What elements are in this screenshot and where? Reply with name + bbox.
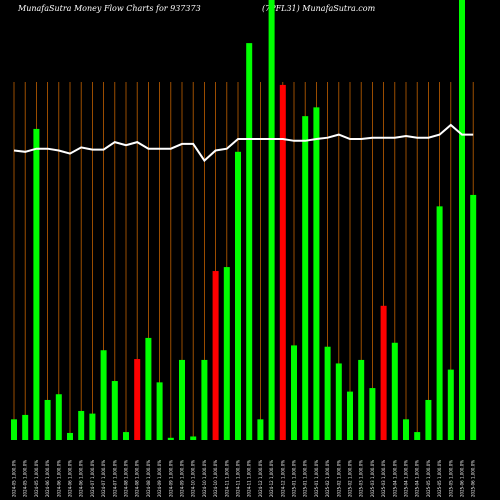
bar (403, 419, 409, 440)
bar (391, 342, 398, 440)
bar (190, 436, 197, 440)
bar-series (11, 0, 477, 441)
bar (55, 394, 62, 440)
bar (67, 432, 73, 440)
x-tick-label: 2024-06 1,000.0% (68, 460, 73, 497)
bar (179, 359, 185, 440)
bar (111, 381, 118, 440)
bar (470, 194, 477, 440)
x-tick-label: 2025-03 1,000.0% (359, 460, 364, 497)
bar (447, 369, 454, 440)
bar (347, 391, 353, 440)
x-tick-label: 2024-05 1,000.0% (34, 460, 39, 497)
x-tick-label: 2025-02 1,000.0% (325, 460, 330, 497)
bar (134, 359, 141, 440)
bar (100, 350, 107, 440)
x-tick-label: 2024-10 1,000.0% (191, 460, 196, 497)
bar (335, 363, 342, 440)
x-tick-label: 2025-04 1,000.0% (392, 460, 397, 497)
bar (459, 0, 465, 440)
x-tick-label: 2024-12 1,000.0% (280, 460, 285, 497)
x-tick-label: 2025-05 1,000.0% (448, 460, 453, 497)
x-tick-label: 2024-11 1,000.0% (224, 460, 229, 497)
bar (268, 0, 275, 440)
x-tick-label: 2024-06 1,000.0% (56, 460, 61, 497)
x-tick-label: 2024-09 1,000.0% (168, 460, 173, 497)
bar (156, 382, 163, 440)
bar (313, 107, 320, 441)
x-axis-labels: 2024-05 1,000.0% 2024-05 1,000.0% 2024-05 … (12, 460, 476, 497)
bar (201, 359, 208, 440)
bar (78, 410, 85, 440)
bar (223, 267, 230, 440)
bar (123, 432, 129, 440)
x-tick-label: 2024-11 1,000.0% (236, 460, 241, 497)
x-tick-label: 2025-02 1,000.0% (336, 460, 341, 497)
bar (324, 346, 331, 440)
bar (235, 151, 241, 441)
bar (291, 345, 297, 440)
x-tick-label: 2024-12 1,000.0% (258, 460, 263, 497)
x-tick-label: 2025-05 1,000.0% (437, 460, 442, 497)
bar (279, 84, 286, 441)
bar (167, 437, 174, 440)
x-tick-label: 2024-10 1,000.0% (213, 460, 218, 497)
chart-subtitle: (7PFL31) MunafaSutra.com (262, 4, 376, 13)
x-tick-label: 2025-04 1,000.0% (404, 460, 409, 497)
x-tick-label: 2024-08 1,000.0% (124, 460, 129, 497)
bar (89, 413, 96, 440)
x-tick-label: 2024-11 1,000.0% (247, 460, 252, 497)
bar (145, 337, 152, 440)
bar (212, 271, 219, 440)
bar (44, 399, 51, 440)
x-tick-label: 2024-09 1,000.0% (157, 460, 162, 497)
bar (246, 43, 253, 441)
bar (11, 419, 17, 440)
line-series (13, 123, 474, 163)
x-tick-label: 2025-05 1,000.0% (426, 460, 431, 497)
x-tick-label: 2024-08 1,000.0% (135, 460, 140, 497)
x-tick-label: 2025-06 1,000.0% (460, 460, 465, 497)
x-tick-label: 2024-09 1,000.0% (180, 460, 185, 497)
x-tick-label: 2025-01 1,000.0% (303, 460, 308, 497)
bar (22, 414, 29, 440)
bar (257, 419, 264, 440)
money-flow-line (13, 123, 474, 163)
x-tick-label: 2024-06 1,000.0% (79, 460, 84, 497)
bar (436, 206, 443, 440)
bar (369, 388, 376, 440)
bar (302, 116, 309, 440)
x-tick-label: 2024-12 1,000.0% (269, 460, 274, 497)
x-tick-label: 2025-01 1,000.0% (314, 460, 319, 497)
x-tick-label: 2024-07 1,000.0% (90, 460, 95, 497)
x-tick-label: 2024-05 1,000.0% (23, 460, 28, 497)
bar (414, 432, 421, 440)
x-tick-label: 2025-04 1,000.0% (415, 460, 420, 497)
x-tick-label: 2024-05 1,000.0% (12, 460, 17, 497)
x-tick-label: 2025-03 1,000.0% (370, 460, 375, 497)
x-tick-label: 2025-01 1,000.0% (292, 460, 297, 497)
bar (425, 399, 432, 440)
chart-title: MunafaSutra Money Flow Charts for 937373 (17, 4, 201, 13)
x-tick-label: 2025-06 1,000.0% (471, 460, 476, 497)
x-tick-label: 2024-06 1,000.0% (45, 460, 50, 497)
x-tick-label: 2024-07 1,000.0% (112, 460, 117, 497)
bar (358, 359, 365, 440)
x-tick-label: 2025-02 1,000.0% (348, 460, 353, 497)
bar (380, 305, 387, 440)
bar (33, 128, 40, 441)
x-tick-label: 2024-07 1,000.0% (101, 460, 106, 497)
x-tick-label: 2024-08 1,000.0% (146, 460, 151, 497)
x-tick-label: 2024-10 1,000.0% (202, 460, 207, 497)
x-tick-label: 2025-03 1,000.0% (381, 460, 386, 497)
